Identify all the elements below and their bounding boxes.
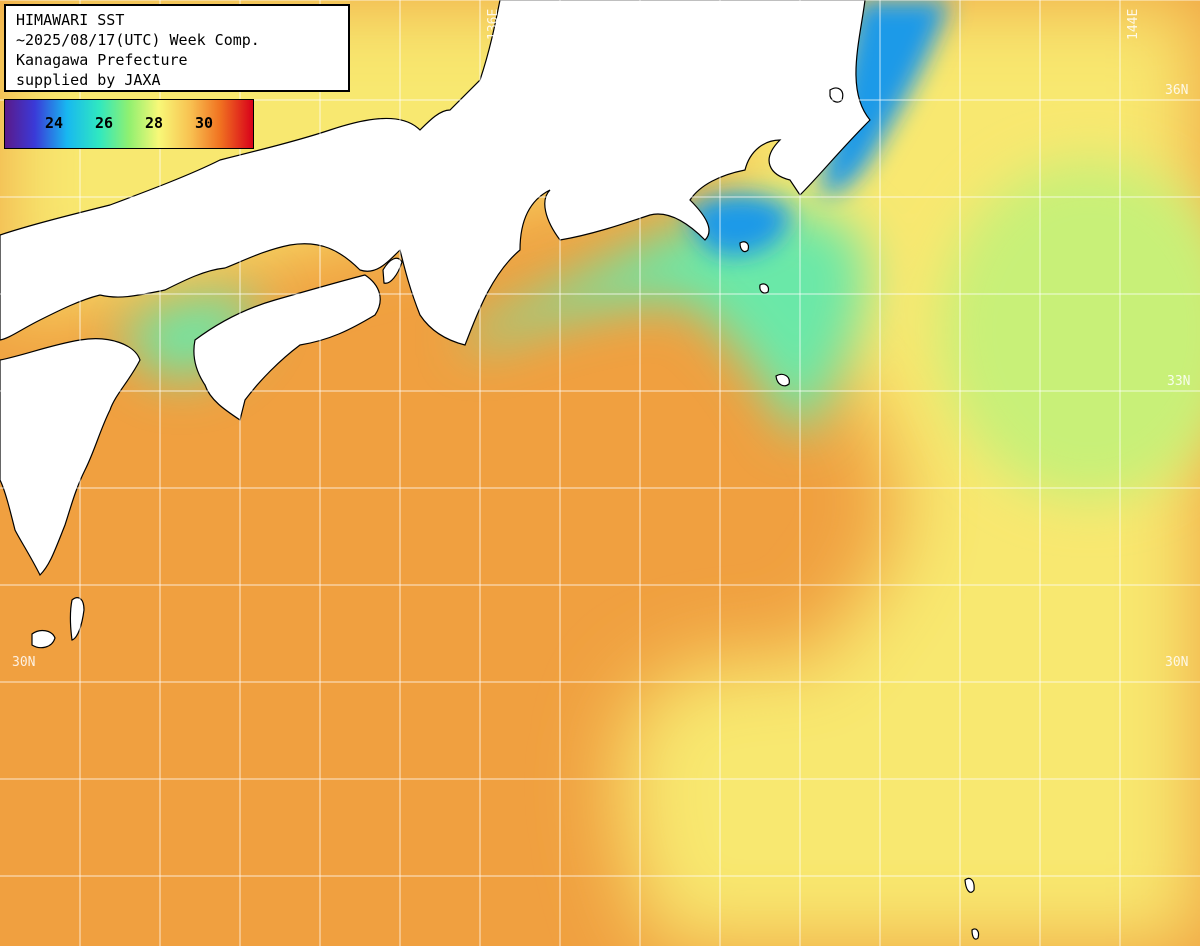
ogasawara-islands bbox=[964, 877, 980, 940]
lat-label-30n-left: 30N bbox=[12, 655, 35, 670]
sst-warm-region bbox=[618, 657, 916, 946]
sst-cool-region bbox=[120, 296, 260, 380]
legend-tick-30: 30 bbox=[195, 114, 214, 132]
sst-cool-eddy bbox=[940, 160, 1200, 500]
sst-cold-region bbox=[690, 195, 790, 256]
honshu-island bbox=[0, 0, 871, 346]
izu-oshima-island bbox=[739, 241, 750, 253]
info-box: HIMAWARI SST ~2025/08/17(UTC) Week Comp.… bbox=[4, 4, 350, 92]
lat-label-30n-right: 30N bbox=[1165, 655, 1188, 670]
kyushu-island bbox=[0, 338, 141, 577]
miyakejima-island bbox=[759, 283, 770, 294]
info-source: supplied by JAXA bbox=[16, 71, 161, 89]
legend-tick-26: 26 bbox=[95, 114, 114, 132]
info-region: Kanagawa Prefecture bbox=[16, 51, 188, 69]
lon-label-136e: 136E bbox=[486, 9, 501, 40]
legend-tick-24: 24 bbox=[45, 114, 64, 132]
info-date: ~2025/08/17(UTC) Week Comp. bbox=[16, 31, 260, 49]
yakushima-island bbox=[31, 629, 56, 649]
info-title: HIMAWARI SST bbox=[16, 11, 125, 29]
lon-label-144e: 144E bbox=[1126, 9, 1141, 40]
awaji-island bbox=[382, 257, 403, 284]
hachijojima-island bbox=[775, 373, 790, 387]
lat-label-33n: 33N bbox=[1167, 374, 1190, 389]
lat-label-36n: 36N bbox=[1165, 83, 1188, 98]
temperature-legend: 24 26 28 30 bbox=[4, 99, 254, 149]
legend-tick-28: 28 bbox=[145, 114, 164, 132]
sst-cool-region bbox=[470, 206, 866, 440]
land-masses bbox=[0, 0, 980, 940]
